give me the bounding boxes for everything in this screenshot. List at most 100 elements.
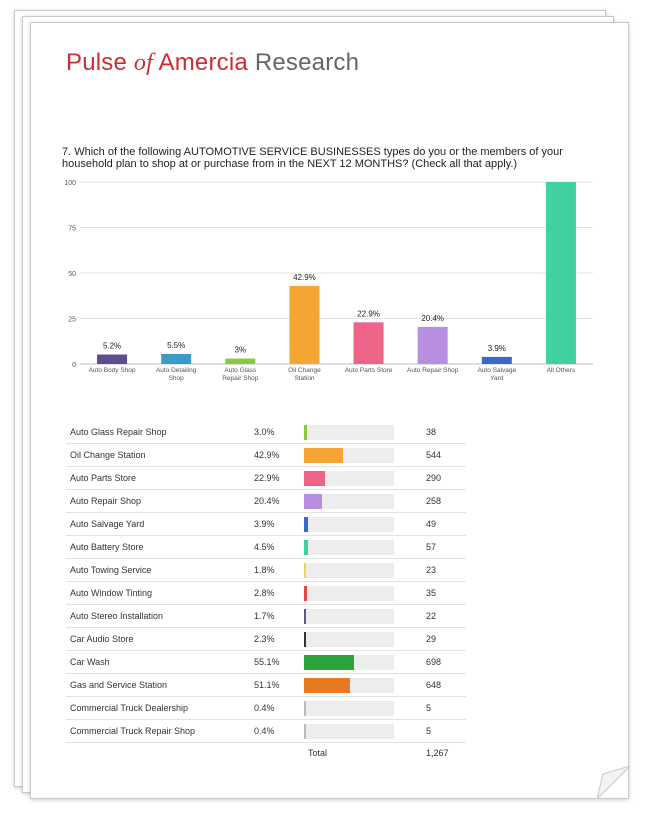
row-label: Auto Repair Shop — [66, 489, 254, 513]
x-tick-label: Oil Change — [288, 367, 321, 374]
row-bar-fill — [304, 608, 306, 624]
table-row: Auto Glass Repair Shop 3.0% 38 — [66, 421, 466, 444]
row-percent: 3.0% — [254, 421, 304, 444]
table-row: Auto Salvage Yard 3.9% 49 — [66, 512, 466, 536]
row-label: Car Audio Store — [66, 627, 254, 651]
row-percent: 4.5% — [254, 535, 304, 559]
total-label: Total — [308, 748, 328, 758]
bar — [417, 326, 448, 364]
row-label: Commercial Truck Dealership — [66, 696, 254, 720]
total-count: 1,267 — [426, 748, 449, 758]
table-row: Auto Stereo Installation 1.7% 22 — [66, 604, 466, 628]
x-tick-label: Shop — [169, 375, 185, 382]
row-bar-cell — [304, 466, 426, 490]
row-count: 22 — [426, 604, 466, 628]
row-count: 544 — [426, 443, 466, 467]
row-count: 290 — [426, 466, 466, 490]
results-table: Auto Glass Repair Shop 3.0% 38 Oil Change S… — [66, 421, 466, 763]
table-row: Gas and Service Station 51.1% 648 — [66, 673, 466, 697]
table-row: Auto Repair Shop 20.4% 258 — [66, 489, 466, 513]
row-label: Auto Salvage Yard — [66, 512, 254, 536]
row-percent: 2.8% — [254, 581, 304, 605]
row-count: 648 — [426, 673, 466, 697]
y-tick-label: 75 — [68, 226, 76, 233]
row-percent: 3.9% — [254, 512, 304, 536]
bar-value-label: 3.9% — [488, 344, 506, 353]
x-tick-label: Yard — [490, 375, 504, 382]
row-label: Auto Stereo Installation — [66, 604, 254, 628]
row-bar-track — [304, 562, 394, 578]
bar-value-label: 5.2% — [103, 342, 121, 351]
row-count: 49 — [426, 512, 466, 536]
bar — [545, 182, 576, 364]
x-tick-label: Auto Parts Store — [345, 367, 393, 374]
row-bar-fill — [304, 539, 309, 555]
row-count: 698 — [426, 650, 466, 674]
table-row: Auto Battery Store 4.5% 57 — [66, 535, 466, 559]
row-bar-fill — [304, 700, 306, 716]
bar-value-label: 20.4% — [421, 314, 444, 323]
y-tick-label: 100 — [64, 180, 76, 187]
table-row: Auto Parts Store 22.9% 290 — [66, 466, 466, 490]
row-bar-track — [304, 539, 394, 555]
row-bar-fill — [304, 470, 325, 486]
row-bar-cell — [304, 443, 426, 467]
row-bar-cell — [304, 696, 426, 720]
row-label: Auto Towing Service — [66, 558, 254, 582]
row-bar-fill — [304, 677, 350, 693]
row-bar-fill — [304, 631, 307, 647]
row-bar-fill — [304, 562, 306, 578]
row-percent: 2.3% — [254, 627, 304, 651]
row-bar-track — [304, 677, 394, 693]
row-percent: 20.4% — [254, 489, 304, 513]
row-bar-cell — [304, 719, 426, 743]
bar-value-label: 22.9% — [357, 309, 380, 318]
row-label: Auto Glass Repair Shop — [66, 421, 254, 444]
row-bar-track — [304, 631, 394, 647]
row-bar-track — [304, 424, 394, 440]
row-label: Auto Battery Store — [66, 535, 254, 559]
bar — [225, 358, 256, 364]
row-count: 5 — [426, 696, 466, 720]
brand-logo: Pulse of Amercia Research — [66, 49, 360, 76]
x-tick-label: Auto Glass — [224, 367, 257, 374]
row-label: Auto Parts Store — [66, 466, 254, 490]
row-percent: 51.1% — [254, 673, 304, 697]
x-tick-label: Auto Repair Shop — [407, 367, 459, 374]
row-bar-fill — [304, 447, 343, 463]
y-tick-label: 0 — [72, 362, 76, 369]
row-bar-cell — [304, 604, 426, 628]
bar — [289, 285, 320, 364]
row-bar-cell — [304, 627, 426, 651]
row-percent: 42.9% — [254, 443, 304, 467]
question-text: 7. Which of the following AUTOMOTIVE SER… — [62, 146, 563, 170]
row-bar-track — [304, 447, 394, 463]
row-label: Auto Window Tinting — [66, 581, 254, 605]
row-count: 38 — [426, 421, 466, 444]
row-count: 57 — [426, 535, 466, 559]
row-bar-track — [304, 493, 394, 509]
row-percent: 55.1% — [254, 650, 304, 674]
y-tick-label: 25 — [68, 317, 76, 324]
row-bar-fill — [304, 585, 307, 601]
row-count: 23 — [426, 558, 466, 582]
row-bar-track — [304, 585, 394, 601]
x-tick-label: Auto Detailing — [156, 367, 197, 374]
x-tick-label: Auto Salvage — [477, 367, 516, 374]
row-label: Oil Change Station — [66, 443, 254, 467]
x-tick-label: All Others — [547, 367, 576, 374]
page-curl-icon — [597, 766, 630, 799]
row-bar-cell — [304, 535, 426, 559]
x-tick-label: Station — [294, 375, 315, 382]
bar-chart: 0 25 50 75 100 5.2% Auto Body Shop 5.5% Auto Det… — [64, 180, 593, 382]
bar — [353, 322, 384, 364]
row-bar-cell — [304, 673, 426, 697]
bar-value-label: 3% — [235, 346, 247, 355]
row-count: 5 — [426, 719, 466, 743]
row-count: 29 — [426, 627, 466, 651]
table-row: Car Audio Store 2.3% 29 — [66, 627, 466, 651]
row-bar-track — [304, 723, 394, 739]
row-percent: 1.8% — [254, 558, 304, 582]
bar — [481, 356, 512, 364]
row-bar-cell — [304, 558, 426, 582]
